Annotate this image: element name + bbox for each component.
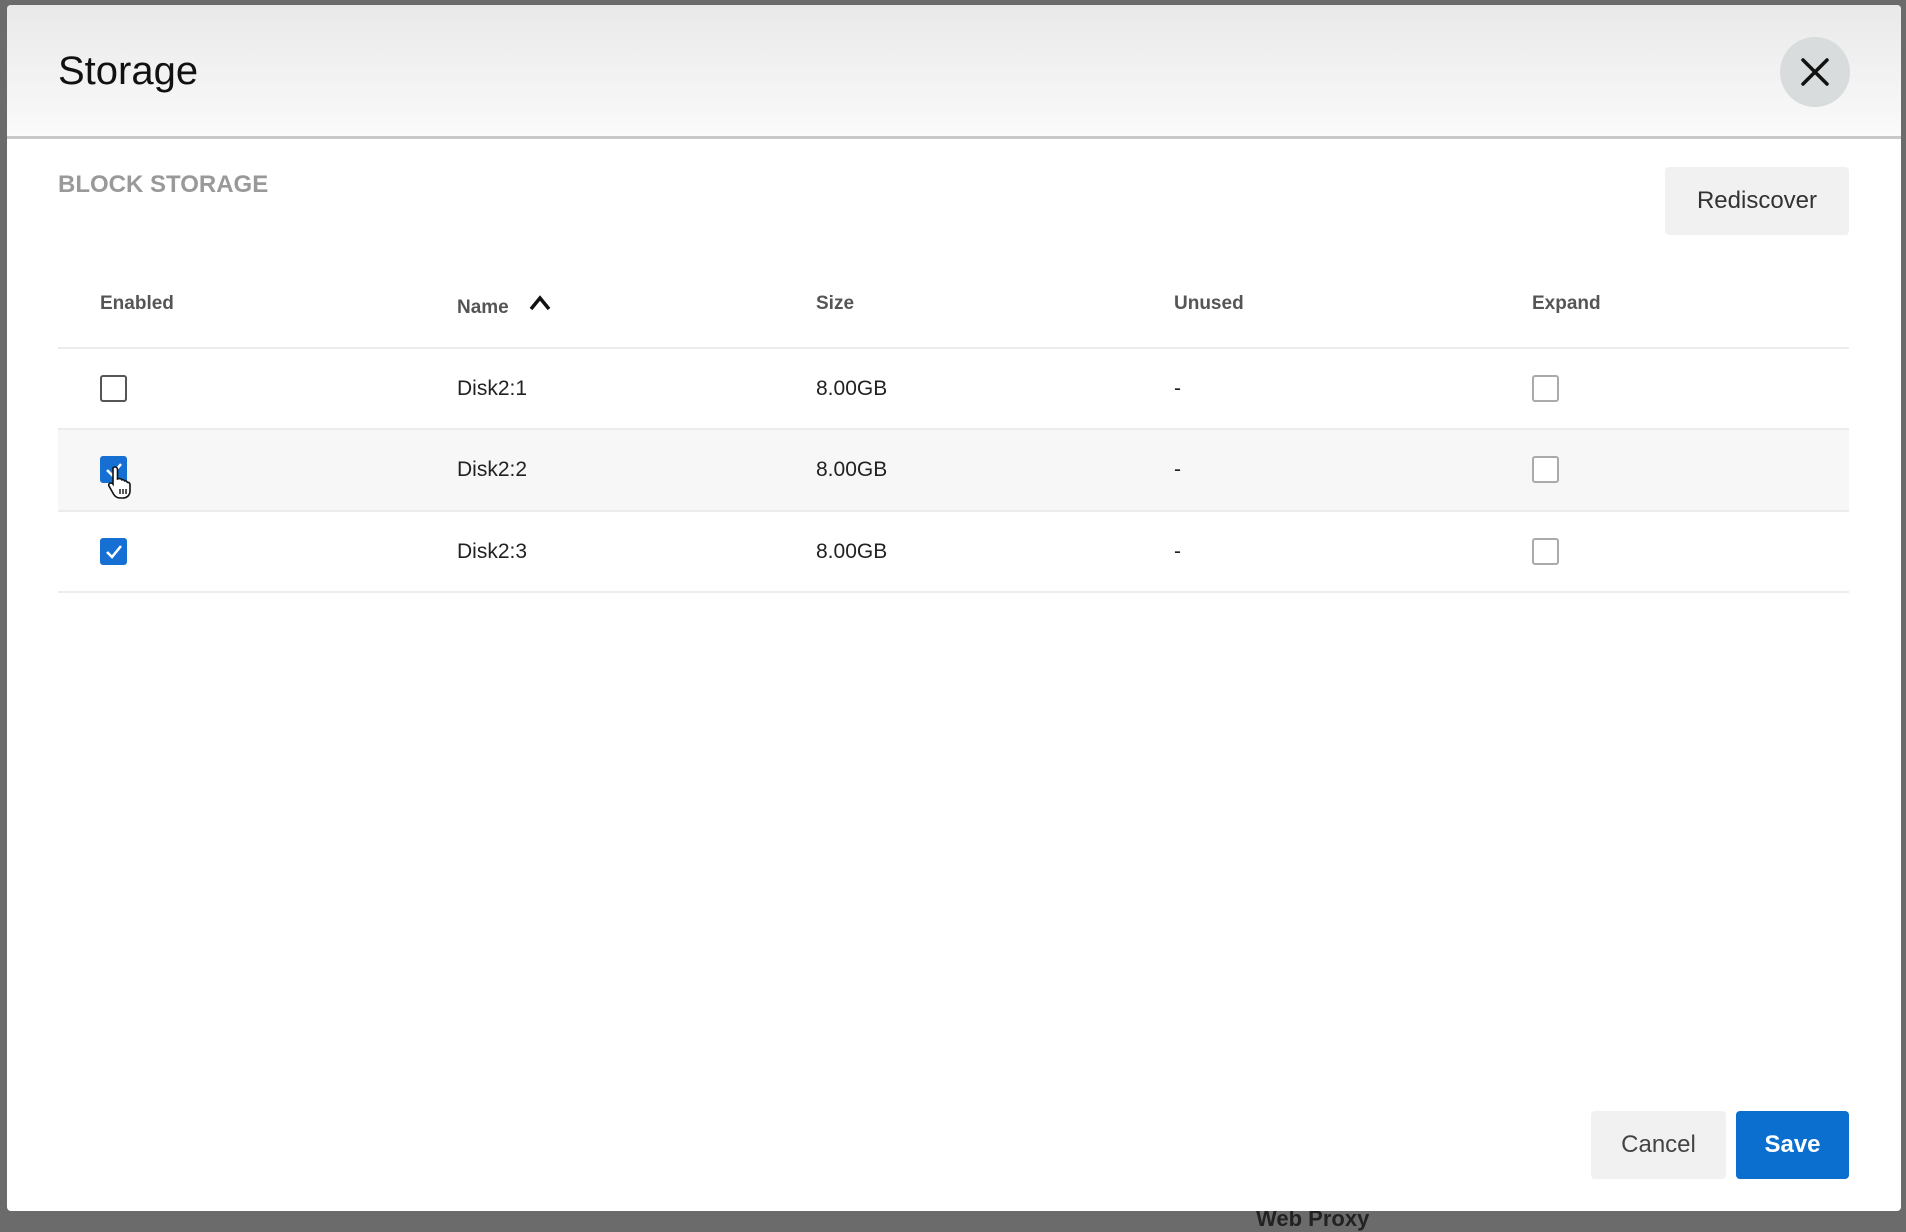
row-divider bbox=[58, 591, 1849, 593]
hand-cursor-icon bbox=[108, 466, 131, 499]
column-header-name-label: Name bbox=[457, 297, 509, 318]
disk-name: Disk2:3 bbox=[457, 540, 528, 563]
rediscover-button[interactable]: Rediscover bbox=[1665, 167, 1849, 235]
disk-unused: - bbox=[1174, 458, 1181, 481]
disk-name: Disk2:1 bbox=[457, 377, 528, 400]
cancel-button[interactable]: Cancel bbox=[1591, 1111, 1726, 1179]
disk-unused: - bbox=[1174, 540, 1181, 563]
disk-size: 8.00GB bbox=[816, 377, 888, 400]
dialog-title: Storage bbox=[58, 49, 199, 93]
close-icon bbox=[1801, 58, 1829, 86]
table-row: Disk2:1 8.00GB - bbox=[58, 349, 1849, 429]
column-header-unused[interactable]: Unused bbox=[1174, 293, 1244, 314]
checkmark-icon bbox=[106, 545, 122, 559]
section-title: BLOCK STORAGE bbox=[58, 171, 269, 198]
arrow-up-icon[interactable] bbox=[528, 293, 552, 315]
row-divider bbox=[58, 510, 1849, 512]
dialog-header: Storage bbox=[7, 5, 1901, 139]
enabled-checkbox[interactable] bbox=[100, 538, 127, 565]
column-header-enabled[interactable]: Enabled bbox=[100, 293, 174, 314]
checkmark-icon bbox=[106, 463, 122, 477]
enabled-checkbox[interactable] bbox=[100, 375, 127, 402]
storage-dialog: Storage BLOCK STORAGE Rediscover Enabled… bbox=[7, 5, 1901, 1211]
close-button[interactable] bbox=[1780, 37, 1850, 107]
expand-checkbox[interactable] bbox=[1532, 538, 1559, 565]
table-row: Disk2:2 8.00GB - bbox=[58, 430, 1849, 510]
disk-unused: - bbox=[1174, 377, 1181, 400]
expand-checkbox[interactable] bbox=[1532, 375, 1559, 402]
column-header-name[interactable]: Name bbox=[457, 293, 552, 319]
disk-name: Disk2:2 bbox=[457, 458, 528, 481]
row-divider bbox=[58, 428, 1849, 430]
disk-size: 8.00GB bbox=[816, 540, 888, 563]
column-header-expand[interactable]: Expand bbox=[1532, 293, 1601, 314]
disk-size: 8.00GB bbox=[816, 458, 888, 481]
header-divider bbox=[58, 347, 1849, 349]
table-row: Disk2:3 8.00GB - bbox=[58, 512, 1849, 592]
save-button[interactable]: Save bbox=[1736, 1111, 1849, 1179]
expand-checkbox[interactable] bbox=[1532, 456, 1559, 483]
column-header-size[interactable]: Size bbox=[816, 293, 855, 314]
